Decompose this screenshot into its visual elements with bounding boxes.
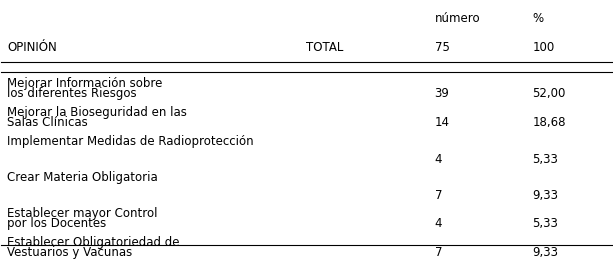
Text: Implementar Medidas de Radioprotección: Implementar Medidas de Radioprotección [7,134,254,147]
Text: Vestuarios y Vacunas: Vestuarios y Vacunas [7,246,133,259]
Text: Establecer mayor Control: Establecer mayor Control [7,207,158,220]
Text: Salas Clínicas: Salas Clínicas [7,116,88,129]
Text: 7: 7 [435,189,442,202]
Text: 9,33: 9,33 [532,189,558,202]
Text: Mejorar Información sobre: Mejorar Información sobre [7,77,163,90]
Text: Mejorar la Bioseguridad en las: Mejorar la Bioseguridad en las [7,106,188,119]
Text: 4: 4 [435,217,442,230]
Text: 5,33: 5,33 [532,153,558,166]
Text: por los Docentes: por los Docentes [7,217,107,230]
Text: OPINIÓN: OPINIÓN [7,41,57,54]
Text: 9,33: 9,33 [532,246,558,259]
Text: Crear Materia Obligatoria: Crear Materia Obligatoria [7,171,158,184]
Text: 75: 75 [435,41,449,54]
Text: %: % [532,12,543,25]
Text: 14: 14 [435,116,450,129]
Text: 4: 4 [435,153,442,166]
Text: 100: 100 [532,41,555,54]
Text: número: número [435,12,480,25]
Text: 39: 39 [435,87,449,100]
Text: 52,00: 52,00 [532,87,566,100]
Text: 5,33: 5,33 [532,217,558,230]
Text: 18,68: 18,68 [532,116,566,129]
Text: Establecer Obligatoriedad de: Establecer Obligatoriedad de [7,236,180,249]
Text: los diferentes Riesgos: los diferentes Riesgos [7,87,137,100]
Text: TOTAL: TOTAL [306,41,344,54]
Text: 7: 7 [435,246,442,259]
